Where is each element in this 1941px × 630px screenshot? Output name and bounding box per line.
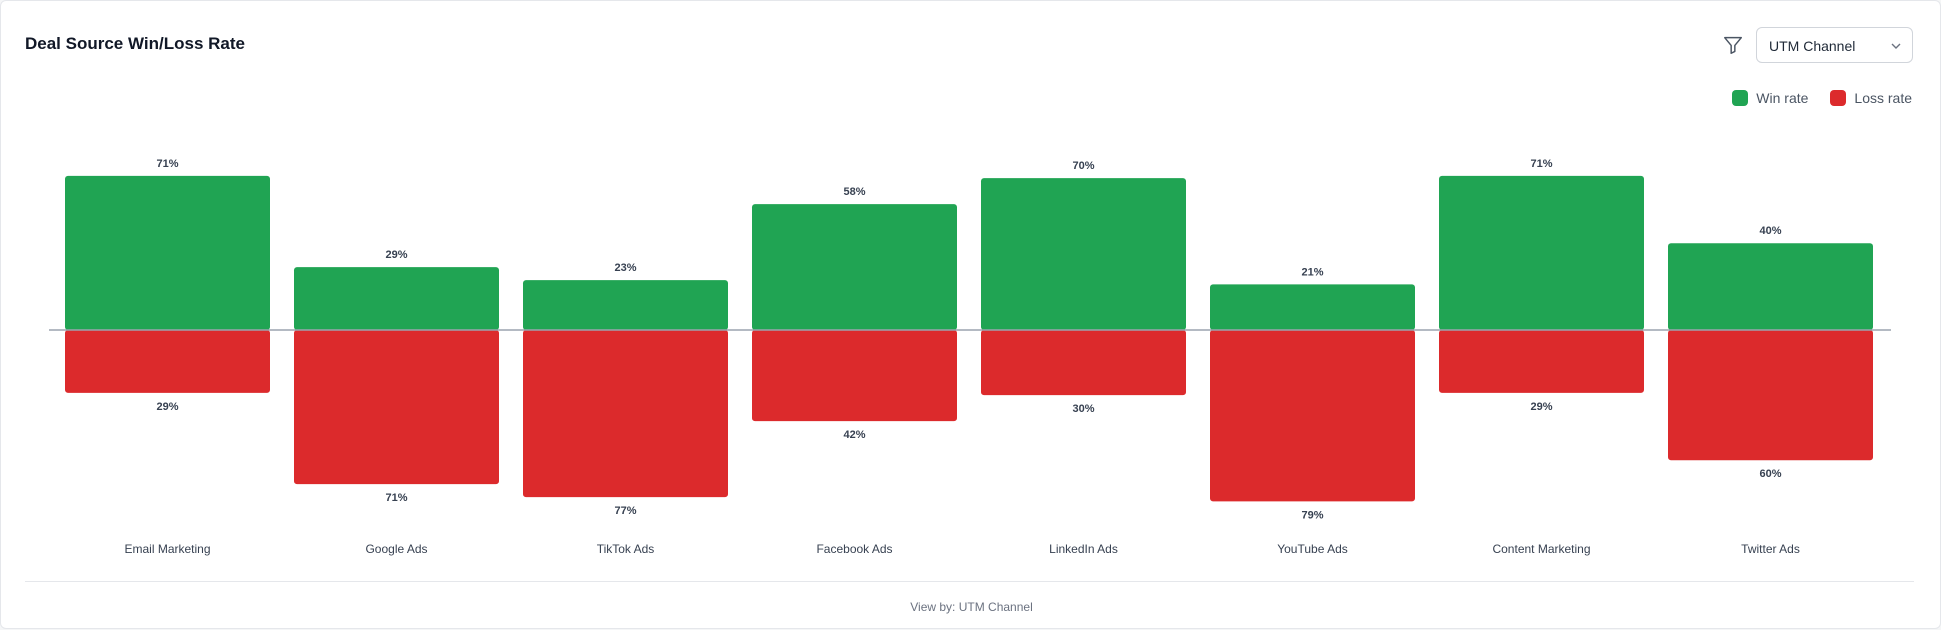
win-value-label-google-ads: 29% xyxy=(385,249,407,261)
legend-label-win: Win rate xyxy=(1756,90,1809,106)
filter-icon[interactable] xyxy=(1722,34,1744,56)
win-value-label-email-marketing: 71% xyxy=(156,158,178,170)
win-value-label-facebook-ads: 58% xyxy=(843,186,865,198)
legend-label-loss: Loss rate xyxy=(1854,90,1912,106)
category-label-content-marketing: Content Marketing xyxy=(1492,542,1590,556)
loss-bar-facebook-ads[interactable] xyxy=(752,330,957,422)
category-label-twitter-ads: Twitter Ads xyxy=(1741,542,1800,556)
loss-value-label-email-marketing: 29% xyxy=(156,401,178,413)
loss-bar-linkedin-ads[interactable] xyxy=(981,330,1186,396)
category-label-tiktok-ads: TikTok Ads xyxy=(597,542,655,556)
chart-title: Deal Source Win/Loss Rate xyxy=(25,34,245,53)
win-value-label-twitter-ads: 40% xyxy=(1759,225,1781,237)
win-bar-youtube-ads[interactable] xyxy=(1210,284,1415,330)
loss-value-label-google-ads: 71% xyxy=(385,492,407,504)
loss-bar-email-marketing[interactable] xyxy=(65,330,270,393)
loss-value-label-content-marketing: 29% xyxy=(1530,401,1552,413)
win-value-label-content-marketing: 71% xyxy=(1530,158,1552,170)
legend-swatch-win xyxy=(1732,90,1749,106)
category-label-linkedin-ads: LinkedIn Ads xyxy=(1049,542,1118,556)
win-bar-facebook-ads[interactable] xyxy=(752,204,957,330)
loss-value-label-facebook-ads: 42% xyxy=(843,429,865,441)
loss-bar-twitter-ads[interactable] xyxy=(1668,330,1873,461)
category-label-google-ads: Google Ads xyxy=(365,542,427,556)
win-bar-twitter-ads[interactable] xyxy=(1668,243,1873,330)
chevron-down-icon xyxy=(1891,43,1901,49)
win-value-label-tiktok-ads: 23% xyxy=(614,262,636,274)
loss-value-label-twitter-ads: 60% xyxy=(1759,468,1781,480)
win-value-label-youtube-ads: 21% xyxy=(1301,266,1323,278)
loss-value-label-tiktok-ads: 77% xyxy=(614,505,636,517)
legend-item-loss[interactable]: Loss rate xyxy=(1830,90,1912,106)
win-value-label-linkedin-ads: 70% xyxy=(1072,160,1094,172)
win-bar-linkedin-ads[interactable] xyxy=(981,178,1186,330)
loss-bar-youtube-ads[interactable] xyxy=(1210,330,1415,502)
legend-item-win[interactable]: Win rate xyxy=(1732,90,1808,106)
chart-legend: Win rate Loss rate xyxy=(1732,90,1912,106)
legend-swatch-loss xyxy=(1830,90,1847,106)
win-bar-google-ads[interactable] xyxy=(294,267,499,330)
loss-bar-tiktok-ads[interactable] xyxy=(523,330,728,498)
win-bar-tiktok-ads[interactable] xyxy=(523,280,728,330)
loss-bar-content-marketing[interactable] xyxy=(1439,330,1644,393)
win-bar-content-marketing[interactable] xyxy=(1439,175,1644,330)
loss-bar-google-ads[interactable] xyxy=(294,330,499,485)
win-bar-email-marketing[interactable] xyxy=(65,175,270,330)
view-by-caption: View by: UTM Channel xyxy=(910,600,1033,614)
view-by-select[interactable]: UTM Channel xyxy=(1756,27,1913,63)
view-by-select-value: UTM Channel xyxy=(1769,38,1856,54)
loss-value-label-youtube-ads: 79% xyxy=(1301,509,1323,521)
category-label-facebook-ads: Facebook Ads xyxy=(816,542,892,556)
category-label-email-marketing: Email Marketing xyxy=(124,542,210,556)
footer-divider xyxy=(25,581,1914,582)
loss-value-label-linkedin-ads: 30% xyxy=(1072,403,1094,415)
category-label-youtube-ads: YouTube Ads xyxy=(1277,542,1348,556)
